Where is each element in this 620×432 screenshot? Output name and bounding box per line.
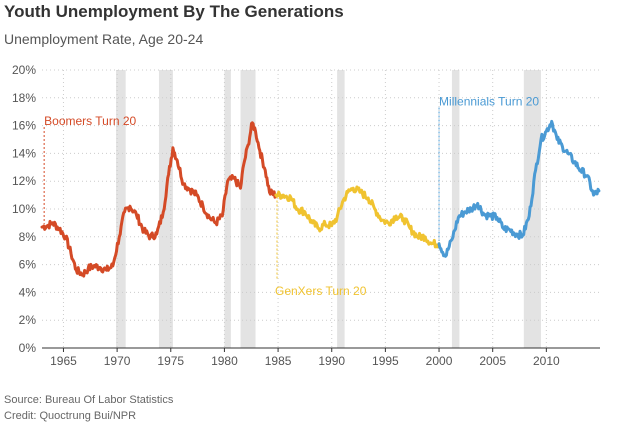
annotation-label: Boomers Turn 20 <box>44 114 136 128</box>
source-note: Source: Bureau Of Labor Statistics <box>4 394 174 406</box>
x-tick-label: 2005 <box>479 354 506 368</box>
chart-grid <box>42 69 600 348</box>
y-tick-label: 12% <box>12 174 36 188</box>
recession-band <box>158 70 173 348</box>
recession-bands <box>116 70 541 348</box>
recession-band <box>116 70 126 348</box>
recession-band <box>451 70 460 348</box>
credit-note: Credit: Quoctrung Bui/NPR <box>4 410 137 422</box>
series-line-genx <box>274 185 441 249</box>
recession-band <box>523 70 541 348</box>
x-tick-label: 1965 <box>50 354 77 368</box>
y-tick-label: 4% <box>19 285 37 299</box>
x-tick-label: 2000 <box>426 354 453 368</box>
y-tick-label: 0% <box>19 341 37 355</box>
y-tick-label: 16% <box>12 119 36 133</box>
x-tick-label: 2010 <box>533 354 560 368</box>
series-line-millennials <box>437 119 601 258</box>
chart-title: Youth Unemployment By The Generations <box>4 2 344 21</box>
y-tick-label: 18% <box>12 91 36 105</box>
recession-band <box>224 70 231 348</box>
recession-band <box>240 70 256 348</box>
x-tick-label: 1970 <box>104 354 131 368</box>
chart-axes: 0% 2% 4% 6% 8% 10% 12% 14% 16% 18% 20% 1965 1970 1975… <box>12 63 600 368</box>
x-tick-label: 1990 <box>318 354 345 368</box>
x-tick-label: 1980 <box>211 354 238 368</box>
x-tick-label: 1995 <box>372 354 399 368</box>
x-tick-label: 1975 <box>157 354 184 368</box>
y-tick-label: 6% <box>19 258 37 272</box>
series-line-boomers <box>40 121 278 278</box>
y-tick-label: 8% <box>19 230 37 244</box>
y-tick-label: 2% <box>19 313 37 327</box>
x-tick-label: 1985 <box>265 354 292 368</box>
y-tick-label: 10% <box>12 202 36 216</box>
y-tick-label: 14% <box>12 146 36 160</box>
chart-series <box>40 119 601 278</box>
chart-annotations: Boomers Turn 20 GenXers Turn 20 Millennial… <box>43 95 539 298</box>
y-tick-label: 20% <box>12 63 36 77</box>
chart-subtitle: Unemployment Rate, Age 20-24 <box>4 31 204 47</box>
annotation-label: Millennials Turn 20 <box>439 95 539 109</box>
annotation-label: GenXers Turn 20 <box>275 284 367 298</box>
